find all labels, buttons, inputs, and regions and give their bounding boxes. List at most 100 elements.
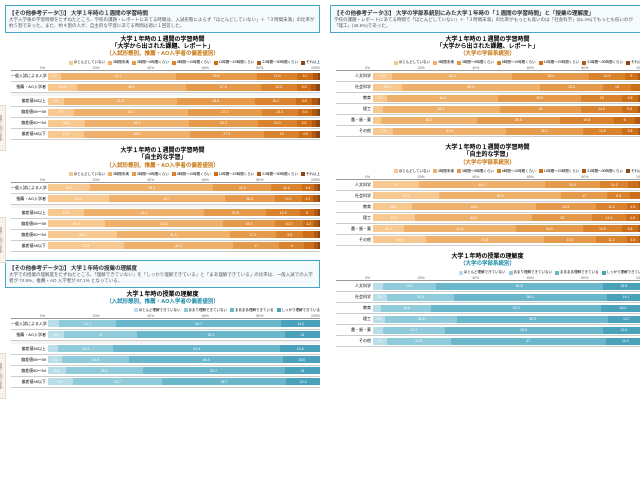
legend-item: ほとんど理解できていない (459, 270, 506, 275)
bar-segment (317, 109, 320, 116)
side-bracket-label: 推薦・AO入学者 (0, 217, 6, 263)
bar-segment: 19.8 (560, 117, 614, 124)
bar-segment: 13.3 (262, 109, 298, 116)
side-bracket-label: 推薦・AO入学者 (0, 105, 6, 151)
bar-segment: 10.2 (275, 220, 303, 227)
bar-segment: 50.9 (402, 84, 540, 91)
bar-segment: 45.3 (412, 203, 535, 210)
bar-segment: 4.5 (627, 203, 639, 210)
chart-row: 理工 15.343.32212.44.8 (336, 213, 640, 224)
stacked-bar: 5.123.55714.4 (373, 338, 640, 345)
bar-segment: 5.3 (297, 84, 311, 91)
bar-segment: 5.8 (622, 95, 638, 102)
chart-row: 偏差値50～54 6.528.352.213 (11, 366, 320, 377)
section-description: 大学での授業の理解度をたずねたところ、「理解できていない」を「しっかり理解できて… (9, 272, 316, 284)
row-label: 教育 (336, 305, 373, 311)
chart-legend: ほとんどしていない3時間未満3時間～5時間くらい6時間～10時間くらい11時間～… (5, 172, 320, 177)
chart-row: 偏差値49以下 27.840.3179 (11, 241, 320, 252)
chart-row: 教育 18.562.316.2 (336, 303, 640, 314)
row-label: 偏差値50～54 (11, 368, 48, 374)
row-label: 社会科学 (336, 193, 373, 199)
legend-item: 21時間～30時間くらい (257, 60, 298, 65)
chart-legend: ほとんど理解できていないあまり理解できていないまあまあ理解できているしっかり理解… (330, 270, 640, 275)
bar-segment: 17 (373, 181, 419, 188)
bar-segment: 14.6 (280, 345, 320, 352)
row-label: 理工 (336, 106, 373, 112)
chart: 大学１年時の１週間の学習時間「大学から出された課題、レポート」（入試形態別、推薦… (5, 37, 320, 141)
chart: 大学１年時の１週間の学習時間「自主的な学習」（大学の学部系統別） ほとんどしてい… (330, 145, 640, 246)
bar-segment: 21.3 (213, 184, 271, 191)
row-label: 一般入試による入学 (11, 73, 48, 79)
chart-row: 教育 5.340.830.5155.8 (336, 93, 640, 104)
bar-segment: 11.2 (596, 236, 626, 243)
bar-segment: 22 (532, 214, 592, 221)
chart: 大学１年時の授業の理解度（大学の学部系統別） ほとんど理解できていないあまり理解… (330, 254, 640, 347)
bar-segment: 14.1 (607, 294, 640, 301)
section-header: 【その他参考データ③】 大学の学部系統別にみた大学１年時の「１週間の学習時間」と… (330, 5, 640, 33)
chart-row: 偏差値50～54 25.341.517.29.8 (11, 230, 320, 241)
bar-segment: 4.5 (373, 316, 385, 323)
bar-segment: 12.5 (266, 209, 300, 216)
bar-segment: 17 (561, 192, 607, 199)
chart-row: 人文科学 1746.120.510.2 (336, 180, 640, 191)
stacked-bar: 13.344.122.812.55 (48, 209, 320, 216)
chart-row: 偏差値60以上 20.361.414.6 (11, 344, 320, 355)
chart-body: 推薦・AO入学者 一般入試による入学 21.160.714.2 推薦・AO入学者… (5, 318, 320, 388)
chart-title: 大学１年時の授業の理解度（大学の学部系統別） (330, 254, 640, 268)
stacked-bar: 15.545.321.311.24.5 (48, 184, 320, 191)
stacked-bar: 4.526.555.313.7 (373, 316, 640, 323)
bar-segment: 38.3 (85, 120, 189, 127)
bar-segment: 14.9 (581, 106, 622, 113)
bar-segment: 14.3 (258, 120, 297, 127)
bar-segment: 11.2 (271, 184, 301, 191)
stacked-bar: 15.343.32212.44.8 (373, 214, 640, 221)
bar-segment: 4.8 (626, 214, 639, 221)
bar-segment: 5.1 (373, 338, 387, 345)
legend-item: 3時間～5時間くらい (132, 172, 169, 177)
bar-segment: 12.4 (286, 378, 320, 385)
bar-segment: 4.7 (48, 73, 61, 80)
chart-row: 偏差値49以下 13.338.827.3134.5 (11, 129, 320, 140)
row-label: 偏差値50～54 (11, 232, 48, 238)
bar-segment: 44.8 (439, 192, 561, 199)
bar-segment: 24.3 (387, 294, 453, 301)
legend-item: まあまあ理解できている (230, 308, 274, 313)
chart-row: 一般入試による入学 21.160.714.2 (11, 319, 320, 330)
stacked-bar: 4.742.229.914.95.7 (48, 73, 320, 80)
chart: 大学１年時の授業の理解度（入試形態別、推薦・AO入学者の偏差値別） ほとんど理解… (5, 292, 320, 388)
bar-segment: 17.2 (230, 231, 277, 238)
row-label: その他 (336, 237, 373, 243)
legend-item: ほとんどしていない (69, 60, 105, 65)
bar-segment: 24.5 (516, 225, 583, 232)
legend-item: 11時間～20時間くらい (214, 172, 255, 177)
chart-row: 偏差値55～59 5.124.856.513.6 (11, 355, 320, 366)
bar-segment: 44.3 (392, 73, 512, 80)
bar-segment: 28.3 (506, 128, 583, 135)
bar-segment: 5.8 (622, 106, 638, 113)
row-label: 偏差値55～59 (11, 221, 48, 227)
bar-segment: 9 (279, 242, 303, 249)
bar-segment: 13 (285, 331, 320, 338)
bar-segment: 5.7 (297, 73, 313, 80)
chart-row: 社会科学 24.344.8178.5 (336, 191, 640, 202)
bar-segment: 27 (64, 331, 137, 338)
stacked-bar: 21.160.714.2 (48, 320, 320, 327)
row-label: 教育 (336, 204, 373, 210)
row-label: 社会科学 (336, 84, 373, 90)
bar-segment (48, 345, 58, 352)
bar-segment: 18.5 (381, 305, 431, 312)
chart-title: 大学１年時の授業の理解度（入試形態別、推薦・AO入学者の偏差値別） (5, 292, 320, 306)
chart-row: その他 5.123.55714.4 (336, 336, 640, 347)
row-label: 推薦・AO入学者 (11, 196, 48, 202)
bar-segment: 41.3 (404, 225, 516, 232)
bar-segment: 13.7 (608, 316, 640, 323)
row-label: 人文科学 (336, 182, 373, 188)
bar-segment: 40.3 (124, 242, 234, 249)
legend-item: 11時間～20時間くらい (539, 60, 580, 65)
bar-segment: 28.4 (512, 73, 589, 80)
bar-segment: 26.5 (385, 316, 457, 323)
bar-segment: 14.5 (583, 225, 622, 232)
bar-segment: 45.3 (90, 184, 213, 191)
stacked-bar: 6.944.328.412.95 (373, 73, 640, 80)
bar-segment: 13.5 (48, 120, 85, 127)
